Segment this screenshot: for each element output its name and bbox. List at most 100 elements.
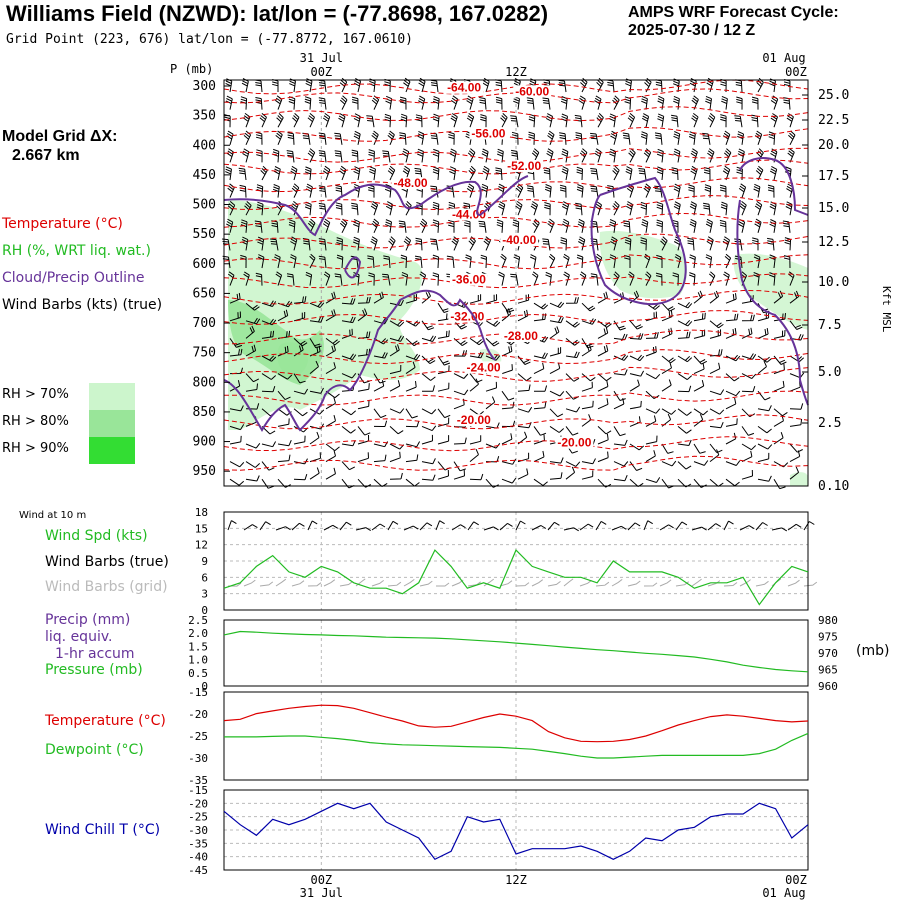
contour-label-bg (469, 127, 508, 140)
wind-barb (226, 130, 234, 145)
wind-barb (385, 201, 394, 216)
wind-barb (405, 454, 419, 463)
wind-barb (645, 346, 657, 357)
cloud-outline (223, 157, 809, 432)
wind-barb (387, 165, 396, 181)
wind-barb (517, 373, 532, 382)
wind-barb (357, 452, 369, 463)
wind-barb (318, 97, 327, 110)
wind-barb (753, 183, 761, 198)
wind-barb (256, 184, 264, 198)
wind-barb (453, 389, 469, 396)
wind-barb (773, 355, 787, 365)
wind-barb (450, 95, 459, 110)
wind-barb (353, 219, 360, 233)
temperature-contour (223, 414, 809, 430)
temperature-contour (223, 455, 809, 471)
wind-barb (242, 148, 250, 163)
wind-barb (371, 218, 380, 234)
wind-barb (721, 95, 728, 110)
wind-barb (613, 320, 626, 331)
wind-barb (629, 354, 645, 362)
wind-barb (448, 131, 455, 145)
pressure-tick-label: 550 (193, 227, 216, 242)
wind-barb (402, 165, 411, 181)
wind-barb-10m-grid (323, 579, 336, 587)
wind-barb-10m-true (739, 525, 755, 531)
wind-barb (368, 272, 375, 286)
wind-barb (325, 309, 336, 322)
wind-barb (544, 202, 551, 216)
wind-barb (704, 184, 712, 198)
wind-barb (353, 113, 361, 128)
wind-barb (707, 148, 715, 163)
wind-barb (689, 78, 697, 93)
wind-barb (549, 425, 565, 433)
wind-barb (784, 166, 792, 181)
wind-barb (277, 418, 290, 427)
wind-barb (693, 443, 706, 454)
wind-barb (597, 426, 612, 435)
wind-barb-10m-true (547, 521, 560, 531)
wind-barb (339, 218, 348, 234)
wind-barb (389, 472, 403, 480)
wind-barb (334, 132, 343, 145)
wind-barb (590, 168, 599, 181)
time-label-top: 00Z (785, 65, 807, 79)
wind-barb-10m-grid (755, 580, 769, 587)
wind-barb (643, 183, 651, 198)
wind-barb (389, 335, 405, 342)
wind-barb (757, 475, 772, 482)
wind-barb (241, 236, 249, 251)
wind-barb (495, 96, 503, 110)
wind-barb (389, 426, 404, 435)
wind-barb (783, 255, 791, 269)
wind-barb-10m-grid (691, 578, 702, 587)
wind-barb (485, 381, 497, 392)
pressure-axis-label: P (mb) (170, 62, 213, 76)
wind-barb-10m-grid (291, 580, 305, 587)
wind-barb (549, 301, 565, 309)
wind-barb (709, 449, 720, 462)
wind-barb (229, 311, 241, 322)
wind-barb (309, 253, 316, 269)
wind-barb (688, 131, 696, 145)
temperature-contour-label: -64.00 (447, 81, 481, 95)
wind-barb (610, 236, 618, 251)
wind-barb (469, 337, 484, 346)
wind-barb (741, 314, 755, 322)
wind-barb (238, 167, 247, 181)
wind-barb (261, 478, 275, 489)
temperature-contour-label: -52.00 (507, 159, 541, 173)
wind-barb-10m-true (243, 524, 258, 531)
wind-barb (357, 400, 370, 410)
wind-barb (227, 201, 236, 216)
wind-barb-10m-grid (579, 579, 592, 587)
model-grid-label: Model Grid ΔX: (2, 128, 118, 145)
wind-barb-10m-true (451, 524, 466, 531)
wind-barb (277, 309, 289, 322)
wind-barb (335, 202, 343, 216)
wind-barb (449, 148, 457, 163)
wind-barb-10m-true (643, 520, 653, 531)
wind-barb (528, 113, 536, 128)
wind-barb (245, 403, 260, 410)
wind-barb (309, 360, 319, 374)
wind-barb (481, 148, 489, 163)
windchill-frame (223, 789, 809, 871)
wind-barb (673, 95, 680, 110)
time-label-top: 00Z (310, 65, 332, 79)
wind-barb (224, 114, 231, 128)
wind-barb (466, 95, 474, 110)
wind-barb (261, 330, 275, 339)
wind-barb-10m-grid (627, 580, 641, 587)
wind-barb (677, 461, 692, 470)
pressure-tick-label: 350 (193, 109, 216, 124)
wind10m-tick-label: 3 (201, 588, 208, 601)
wind-barb (789, 381, 801, 392)
wind-barb (229, 405, 244, 412)
wind-barb-10m-grid (275, 578, 287, 587)
temperature-line (223, 704, 809, 743)
wind-barb (549, 347, 562, 357)
legend-rh90-swatch (89, 437, 135, 464)
